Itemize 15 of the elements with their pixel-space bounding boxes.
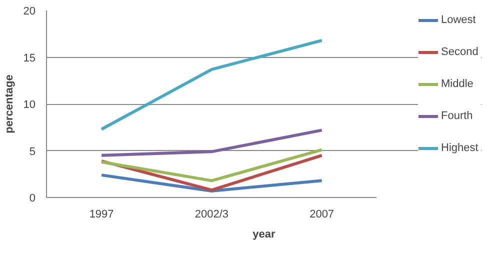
legend-label: Fourth	[441, 110, 474, 122]
y-tick-label: 20	[23, 6, 36, 18]
x-tick-label: 2002/3	[194, 208, 229, 220]
x-tick-label: 1997	[89, 208, 114, 220]
y-tick-label: 10	[23, 99, 36, 111]
x-axis-title: year	[252, 228, 276, 240]
legend-label: Lowest	[441, 14, 477, 26]
legend-label: Middle	[441, 78, 474, 90]
legend-label: Second	[441, 46, 480, 58]
y-tick-label: 5	[29, 146, 36, 158]
x-tick-label: 2007	[310, 208, 334, 220]
y-tick-label: 15	[23, 52, 36, 64]
y-tick-label: 0	[29, 192, 36, 204]
legend-label: Highest	[441, 142, 480, 154]
y-axis-title: percentage	[3, 74, 16, 134]
